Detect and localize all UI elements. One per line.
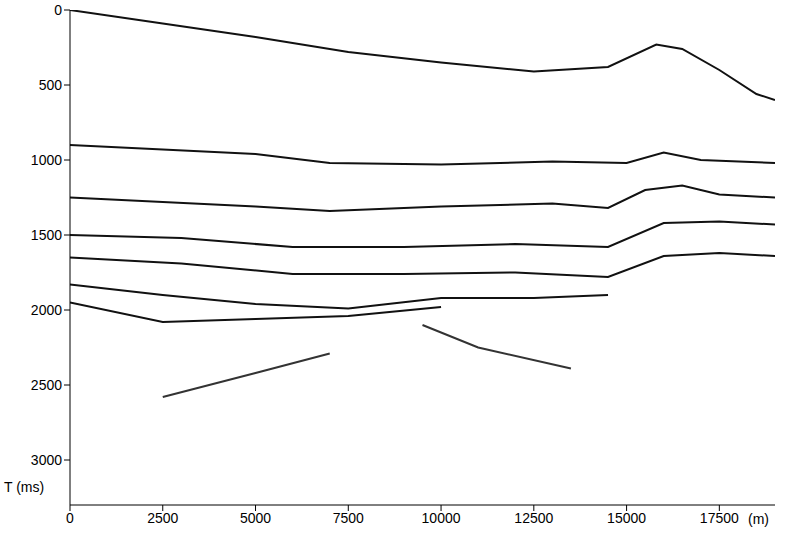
svg-text:3000: 3000 bbox=[31, 452, 62, 468]
svg-text:0: 0 bbox=[66, 510, 74, 526]
svg-text:12500: 12500 bbox=[514, 510, 553, 526]
svg-text:7500: 7500 bbox=[333, 510, 364, 526]
svg-text:5000: 5000 bbox=[240, 510, 271, 526]
svg-text:15000: 15000 bbox=[607, 510, 646, 526]
html-text:(m): (m) bbox=[748, 511, 769, 527]
svg-text:2500: 2500 bbox=[31, 377, 62, 393]
html-text:T (ms): T (ms) bbox=[4, 479, 45, 495]
svg-text:2000: 2000 bbox=[31, 302, 62, 318]
svg-text:2500: 2500 bbox=[147, 510, 178, 526]
svg-text:1500: 1500 bbox=[31, 227, 62, 243]
svg-text:0: 0 bbox=[54, 2, 62, 18]
svg-text:1000: 1000 bbox=[31, 152, 62, 168]
svg-text:17500: 17500 bbox=[700, 510, 739, 526]
svg-text:10000: 10000 bbox=[422, 510, 461, 526]
svg-text:500: 500 bbox=[39, 77, 63, 93]
